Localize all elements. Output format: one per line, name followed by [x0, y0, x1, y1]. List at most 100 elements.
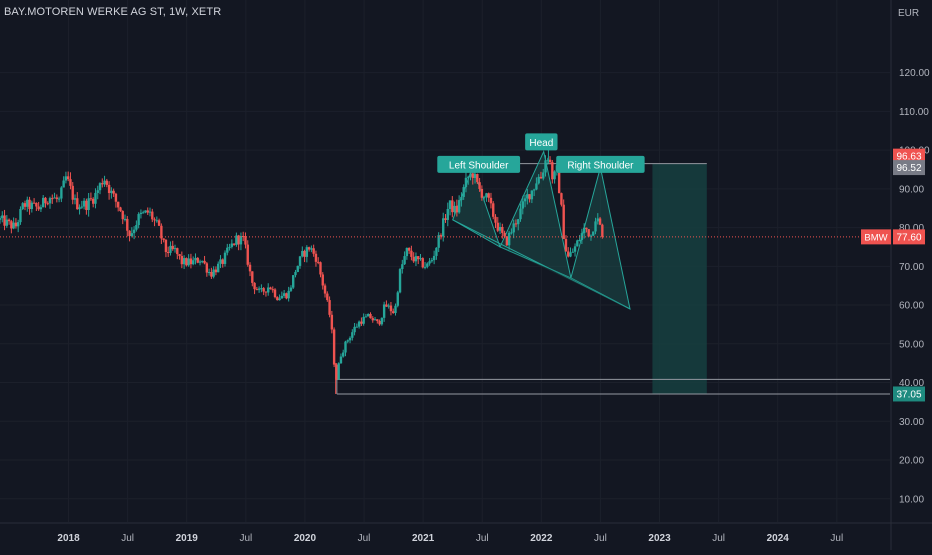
candle-bullish — [148, 211, 152, 213]
candle-bearish — [246, 244, 249, 265]
candle-bearish — [360, 321, 363, 324]
neckline-line[interactable] — [452, 219, 631, 310]
candle-bearish — [196, 257, 199, 263]
candle-bullish — [435, 247, 438, 256]
candle-bullish — [226, 247, 229, 253]
candle-bearish — [503, 232, 506, 237]
candle-bullish — [62, 180, 65, 188]
candle-bearish — [421, 258, 424, 268]
candle-bullish — [239, 236, 243, 245]
candle-bullish — [530, 190, 534, 200]
candle-bullish — [41, 197, 45, 208]
candle-bullish — [573, 246, 577, 252]
candle-bullish — [467, 176, 470, 178]
candle-bullish — [589, 235, 593, 237]
pattern-label-box[interactable] — [556, 155, 645, 173]
candle-bearish — [232, 243, 236, 245]
candle-bearish — [557, 165, 561, 194]
candle-bullish — [430, 260, 434, 262]
candle-bearish — [492, 203, 495, 217]
candles — [0, 148, 604, 394]
candle-bearish — [185, 258, 188, 266]
candle-bearish — [176, 248, 179, 255]
candle-bearish — [32, 202, 36, 204]
pattern-label-box[interactable] — [525, 133, 558, 151]
time-tick-label: 2024 — [767, 533, 790, 544]
candle-bearish — [335, 364, 338, 380]
candle-bullish — [280, 295, 284, 299]
candle-bullish — [137, 214, 140, 226]
candle-bearish — [55, 197, 59, 199]
candle-bearish — [417, 256, 420, 260]
candle-bullish — [426, 263, 429, 267]
right-shoulder-triangle[interactable] — [570, 167, 631, 310]
candle-bullish — [437, 235, 440, 248]
candle-bearish — [210, 271, 213, 277]
candle-bullish — [141, 212, 145, 214]
candle-bullish — [357, 321, 361, 327]
candle-bearish — [560, 193, 563, 205]
candle-bullish — [576, 240, 579, 247]
candle-bearish — [496, 222, 499, 231]
pattern-drawings[interactable] — [452, 150, 631, 310]
candle-bullish — [364, 316, 368, 318]
candle-bullish — [348, 337, 352, 341]
candle-bullish — [219, 259, 222, 264]
candle-bullish — [521, 201, 524, 209]
candle-bearish — [332, 329, 336, 365]
candle-bearish — [7, 219, 11, 222]
candle-bullish — [367, 313, 370, 317]
time-tick-label: Jul — [594, 533, 607, 544]
candle-bullish — [507, 232, 511, 246]
target-zone-box — [652, 163, 707, 394]
candle-bearish — [253, 282, 256, 290]
candle-bearish — [317, 261, 320, 263]
candle-bearish — [89, 198, 93, 200]
candle-bullish — [469, 173, 472, 177]
head-triangle[interactable] — [499, 150, 572, 279]
candle-bullish — [517, 219, 520, 225]
candle-bearish — [116, 201, 120, 208]
candle-bullish — [155, 220, 159, 222]
candle-bearish — [303, 250, 306, 257]
candle-bullish — [462, 187, 465, 197]
candle-bullish — [94, 192, 97, 204]
pattern-label-text: Right Shoulder — [567, 160, 634, 171]
candle-bullish — [98, 183, 102, 191]
price-tag-text: 96.63 — [896, 152, 921, 163]
candle-bullish — [103, 180, 106, 185]
candle-bullish — [342, 352, 345, 357]
candle-bearish — [330, 314, 334, 330]
candle-bearish — [321, 274, 324, 286]
candle-bearish — [551, 162, 554, 180]
time-tick-label: 2019 — [176, 533, 199, 544]
symbol-tag-box — [861, 229, 891, 245]
candle-bullish — [267, 287, 270, 293]
candle-bearish — [389, 305, 393, 312]
candle-bearish — [505, 236, 509, 246]
neckline-fill — [499, 246, 630, 309]
pattern-label-box[interactable] — [437, 155, 521, 173]
candle-bullish — [198, 261, 202, 263]
candle-bullish — [82, 200, 86, 207]
candle-bullish — [596, 218, 599, 222]
candle-bullish — [457, 200, 461, 213]
candle-bullish — [187, 258, 190, 266]
candle-bearish — [276, 297, 279, 301]
candle-bearish — [562, 204, 565, 240]
candle-bullish — [30, 202, 34, 210]
candle-bearish — [328, 300, 331, 315]
candle-bearish — [307, 247, 311, 250]
candle-bullish — [353, 326, 356, 333]
candle-bullish — [453, 205, 456, 213]
candle-bullish — [305, 247, 309, 257]
candle-bearish — [180, 256, 184, 265]
candle-bullish — [380, 317, 384, 325]
time-axis[interactable]: 2018 Jul 2019 Jul 2020 Jul 2021 Jul 2022 Jul 2023 J… — [57, 533, 843, 544]
price-tick-label: 10.00 — [899, 494, 924, 505]
pattern-labels[interactable]: Left Shoulder Head Right Shoulder — [437, 133, 645, 173]
